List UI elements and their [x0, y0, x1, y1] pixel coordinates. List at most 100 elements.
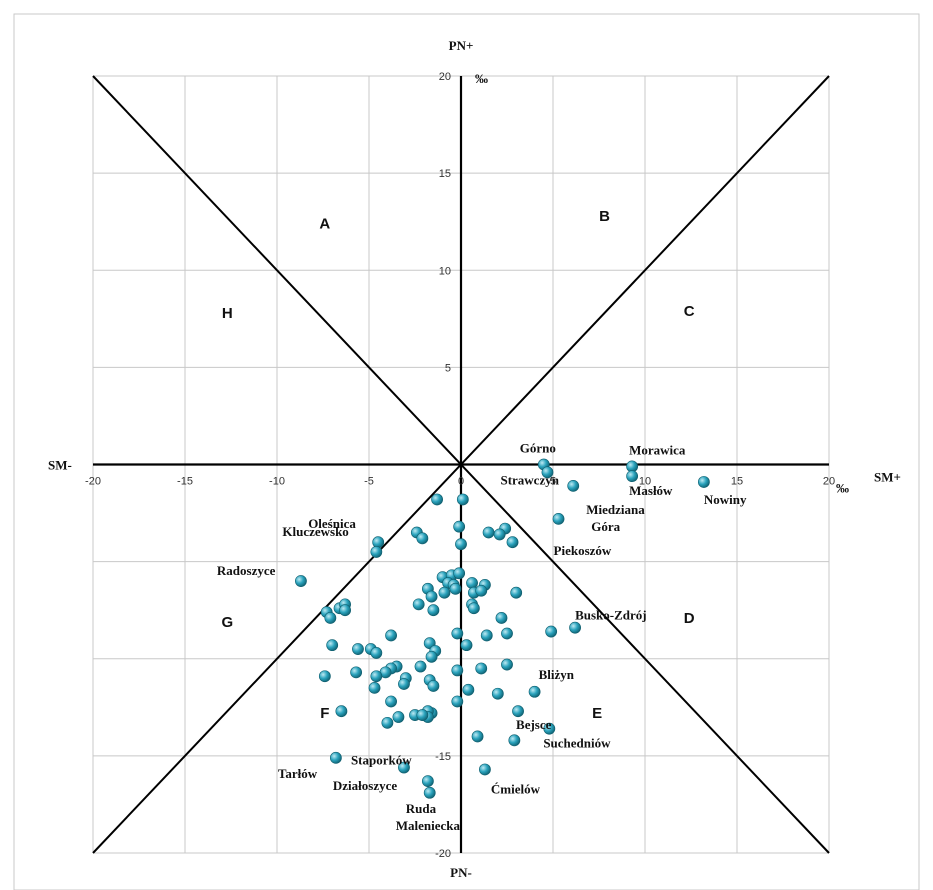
point-label: Oleśnica — [308, 516, 356, 531]
point-label: Kluczewsko — [282, 524, 348, 539]
data-point — [368, 681, 381, 694]
x-unit-label: ‰ — [836, 481, 849, 496]
data-point — [425, 650, 438, 663]
sector-labels: A B C D E F G H — [221, 208, 694, 722]
data-point — [431, 493, 443, 506]
sector-label-b: B — [599, 208, 610, 225]
point-label: Bliżyn — [539, 667, 575, 682]
data-point — [467, 602, 480, 615]
sector-label-h: H — [222, 305, 233, 322]
y-tick-label: 10 — [439, 265, 451, 277]
sector-label-g: G — [221, 614, 233, 631]
data-point — [352, 643, 364, 655]
data-point — [451, 695, 464, 708]
point-label-line: Miedziana — [586, 502, 645, 517]
data-point — [318, 670, 331, 683]
x-tick-label: -5 — [364, 476, 374, 488]
point-label-line: Góra — [591, 519, 620, 534]
data-point — [491, 687, 504, 700]
data-point-labeled — [541, 466, 554, 479]
data-point-labeled — [567, 479, 580, 492]
data-point — [416, 532, 429, 545]
data-point — [545, 625, 558, 638]
data-point-labeled — [626, 470, 639, 483]
data-point-labeled — [295, 575, 307, 587]
x-tick-label: 15 — [731, 476, 743, 488]
point-label: Morawica — [629, 442, 686, 457]
data-point — [453, 567, 466, 580]
x-positive-title: SM+ — [874, 470, 901, 485]
data-point — [466, 577, 478, 589]
data-point — [427, 680, 440, 692]
outer-border — [13, 13, 920, 890]
data-point-labeled — [479, 763, 491, 776]
point-label-line: Maleniecka — [396, 818, 461, 833]
data-point — [508, 734, 521, 747]
data-point — [475, 662, 488, 675]
point-label: Miedziana Góra — [586, 502, 645, 534]
sector-label-f: F — [320, 705, 329, 722]
x-tick-label: -10 — [269, 476, 285, 488]
data-point — [453, 520, 466, 533]
data-point-labeled — [543, 722, 556, 735]
tick-labels: -20 -15 -10 -5 0 5 10 15 20 20 15 10 5 -15 -20 — [85, 71, 835, 860]
data-point — [451, 627, 464, 640]
point-label: Działoszyce — [333, 778, 397, 793]
point-label: Radoszyce — [217, 563, 276, 578]
data-point — [412, 598, 425, 611]
x-tick-label: 0 — [458, 476, 464, 488]
data-point — [339, 604, 351, 617]
data-point-labeled — [372, 536, 385, 549]
axis-titles: PN+ PN- SM- SM+ ‰ ‰ — [48, 38, 901, 880]
data-point — [350, 666, 363, 679]
data-point — [385, 629, 397, 642]
data-point — [456, 493, 469, 506]
data-point — [438, 586, 451, 599]
sector-label-a: A — [319, 216, 330, 233]
data-point — [501, 658, 513, 671]
data-point — [416, 709, 429, 721]
y-positive-title: PN+ — [449, 38, 474, 53]
data-point — [449, 582, 462, 595]
point-label: Piekoszów — [554, 543, 612, 558]
data-points — [295, 458, 710, 799]
y-negative-title: PN- — [450, 865, 472, 880]
x-tick-label: -15 — [177, 476, 193, 488]
data-point — [370, 670, 383, 683]
data-point — [370, 647, 383, 659]
sector-label-c: C — [684, 303, 695, 320]
data-point — [385, 695, 397, 708]
y-tick-label: 15 — [439, 168, 451, 180]
data-point — [326, 639, 339, 652]
data-point — [471, 730, 484, 743]
data-point — [392, 711, 405, 723]
data-point — [475, 584, 488, 597]
data-point — [427, 604, 440, 617]
axes — [93, 76, 829, 853]
y-tick-label: 20 — [439, 71, 451, 83]
data-point — [495, 612, 508, 624]
point-label: Strawczyn — [500, 472, 559, 487]
data-point-labeled — [697, 476, 710, 488]
x-tick-label: 10 — [639, 476, 651, 488]
data-point — [324, 612, 337, 624]
x-negative-title: SM- — [48, 458, 72, 473]
data-point-labeled — [398, 761, 410, 774]
point-label-line: Ruda — [406, 801, 437, 816]
data-point — [398, 678, 410, 690]
data-point — [493, 528, 506, 541]
data-point — [455, 538, 467, 551]
y-tick-label: -20 — [435, 848, 451, 860]
point-label: Ruda Maleniecka — [396, 801, 461, 833]
sector-label-d: D — [684, 610, 695, 627]
data-point — [510, 586, 523, 599]
data-point — [451, 664, 464, 677]
point-label: Górno — [520, 441, 556, 456]
data-point — [335, 705, 348, 718]
x-tick-label: -20 — [85, 476, 101, 488]
point-label: Bejsce — [516, 717, 552, 732]
data-point-labeled — [329, 751, 342, 764]
y-tick-label: -15 — [435, 751, 451, 763]
